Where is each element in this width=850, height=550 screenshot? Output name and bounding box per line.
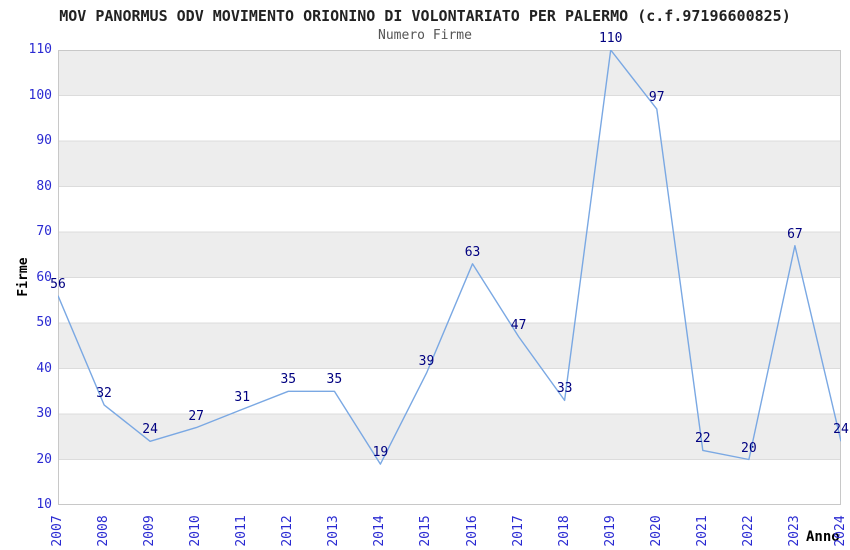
x-tick-label: 2022: [740, 515, 756, 547]
data-point-label: 63: [464, 244, 481, 260]
grid-band: [58, 277, 841, 323]
plot-border: [58, 50, 841, 505]
x-tick-label: 2024: [833, 515, 848, 547]
x-axis-title: Anno: [806, 529, 840, 545]
data-point-label: 67: [787, 226, 803, 242]
grid-band: [58, 368, 841, 414]
plot-area: [58, 50, 841, 505]
chart-line: [58, 50, 841, 465]
y-tick-label: 10: [36, 497, 52, 512]
data-point-label: 35: [280, 372, 297, 388]
grid-band: [58, 323, 841, 369]
x-tick-label: 2009: [142, 515, 158, 547]
x-tick-label: 2017: [510, 515, 526, 547]
chart-subtitle: Numero Firme: [378, 28, 472, 43]
data-point-label: 35: [326, 372, 343, 388]
y-tick-label: 90: [36, 133, 52, 148]
x-tick-label: 2015: [418, 515, 434, 547]
x-tick-label: 2013: [326, 515, 342, 547]
x-tick-label: 2008: [96, 515, 112, 547]
x-tick-label: 2020: [648, 515, 664, 547]
data-point-label: 39: [418, 354, 435, 370]
grid-band: [58, 186, 841, 232]
x-tick-label: 2018: [556, 515, 572, 547]
data-point-label: 31: [234, 390, 251, 406]
grid-band: [58, 95, 841, 141]
data-point-label: 19: [372, 445, 389, 461]
y-tick-label: 80: [36, 178, 52, 194]
data-point-label: 20: [741, 440, 757, 456]
y-tick-label: 70: [36, 224, 52, 239]
data-point-label: 97: [648, 90, 665, 106]
grid-band: [58, 50, 841, 96]
x-tick-label: 2021: [694, 515, 710, 547]
grid-band: [58, 459, 841, 505]
x-tick-label: 2019: [602, 515, 618, 547]
x-tick-label: 2016: [464, 515, 480, 547]
y-tick-label: 100: [28, 87, 52, 103]
data-point-label: 24: [142, 422, 158, 438]
data-point-label: 24: [833, 422, 849, 438]
data-point-label: 110: [598, 31, 623, 46]
data-point-label: 27: [188, 408, 204, 424]
x-tick-label: 2011: [234, 515, 250, 547]
data-point-label: 22: [694, 431, 711, 447]
y-tick-label: 60: [36, 269, 52, 285]
x-tick-label: 2012: [280, 515, 296, 547]
data-point-label: 32: [96, 385, 112, 401]
y-tick-label: 50: [36, 315, 52, 330]
data-point-label: 33: [556, 381, 573, 397]
y-tick-label: 30: [36, 406, 52, 421]
data-point-label: 56: [50, 276, 66, 292]
data-point-label: 47: [510, 317, 527, 333]
x-tick-label: 2007: [50, 515, 65, 547]
y-tick-label: 110: [28, 42, 52, 57]
y-tick-label: 40: [36, 360, 52, 376]
grid-band: [58, 232, 841, 278]
y-tick-label: 20: [36, 451, 52, 467]
x-tick-label: 2014: [372, 515, 388, 547]
x-tick-label: 2023: [786, 515, 802, 547]
x-tick-label: 2010: [188, 515, 204, 547]
grid-band: [58, 141, 841, 187]
chart-title: MOV PANORMUS ODV MOVIMENTO ORIONINO DI V…: [59, 7, 791, 25]
